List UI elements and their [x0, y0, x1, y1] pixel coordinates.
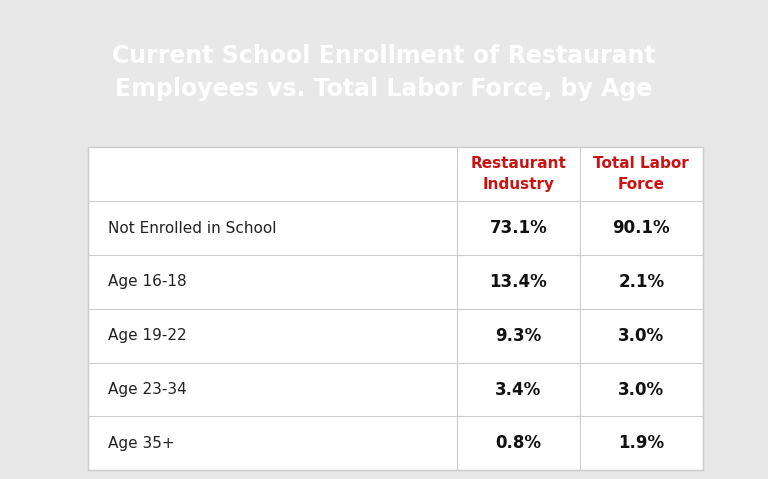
Text: 3.0%: 3.0%	[618, 381, 664, 399]
Text: 1.9%: 1.9%	[618, 434, 664, 452]
Text: Age 16-18: Age 16-18	[108, 274, 186, 289]
Text: Not Enrolled in School: Not Enrolled in School	[108, 221, 276, 236]
Text: 2.1%: 2.1%	[618, 273, 664, 291]
Text: Current School Enrollment of Restaurant
Employees vs. Total Labor Force, by Age: Current School Enrollment of Restaurant …	[112, 44, 656, 102]
Text: Total Labor
Force: Total Labor Force	[594, 156, 689, 192]
Text: Restaurant
Industry: Restaurant Industry	[471, 156, 566, 192]
FancyBboxPatch shape	[88, 148, 703, 470]
Text: Age 23-34: Age 23-34	[108, 382, 187, 397]
Text: 3.4%: 3.4%	[495, 381, 541, 399]
Text: Age 35+: Age 35+	[108, 436, 174, 451]
Text: 73.1%: 73.1%	[489, 219, 548, 237]
Text: 3.0%: 3.0%	[618, 327, 664, 345]
Text: 90.1%: 90.1%	[612, 219, 670, 237]
Text: 9.3%: 9.3%	[495, 327, 541, 345]
Text: 13.4%: 13.4%	[489, 273, 548, 291]
Text: Age 19-22: Age 19-22	[108, 328, 186, 343]
Text: 0.8%: 0.8%	[495, 434, 541, 452]
